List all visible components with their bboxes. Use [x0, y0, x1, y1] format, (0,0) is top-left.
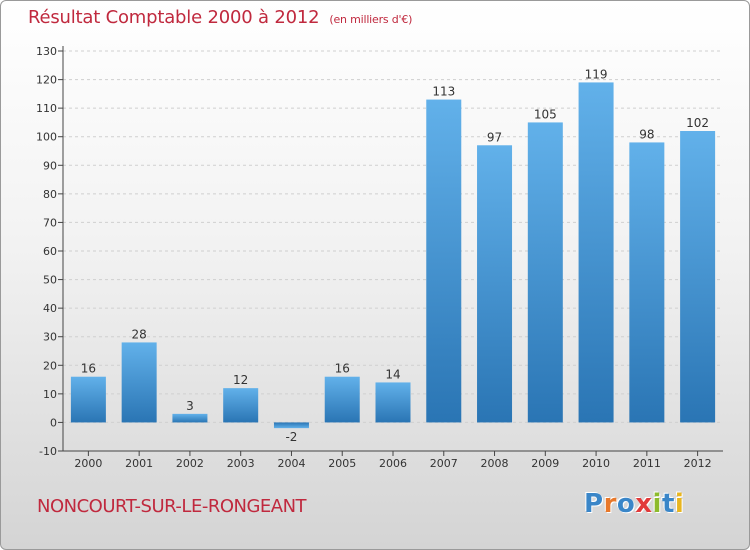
- data-label-2005: 16: [335, 362, 350, 376]
- x-tick-label: 2005: [328, 457, 356, 470]
- y-tick-label: 70: [43, 216, 57, 229]
- y-tick-label: 40: [43, 302, 57, 315]
- y-tick-label: -10: [39, 445, 57, 458]
- data-label-2008: 97: [487, 130, 502, 144]
- logo-letter: x: [635, 489, 653, 519]
- logo-letter: i: [674, 489, 685, 519]
- bar-2007: [426, 99, 462, 423]
- bar-2009: [527, 122, 563, 423]
- y-tick-label: 10: [43, 388, 57, 401]
- axes: -10 0 10 20 30 40 50 60 70 80 90 100 110 120 130 2000 20…: [36, 45, 723, 470]
- logo-letter: o: [616, 489, 636, 519]
- bar-2005: [324, 376, 360, 423]
- y-tick-label: 110: [36, 102, 57, 115]
- x-tick-label: 2009: [531, 457, 559, 470]
- data-label-2000: 16: [81, 362, 96, 376]
- x-tick-label: 2012: [684, 457, 712, 470]
- data-label-2011: 98: [639, 127, 654, 141]
- logo-letter: r: [603, 489, 617, 519]
- x-tick-label: 2000: [74, 457, 102, 470]
- x-tick-label: 2003: [227, 457, 255, 470]
- chart-subtitle: (en milliers d'€): [329, 13, 413, 26]
- data-label-2009: 105: [534, 107, 557, 121]
- bar-2000: [70, 376, 106, 423]
- data-label-2006: 14: [385, 367, 400, 381]
- bar-2001: [121, 342, 157, 423]
- y-tick-label: 60: [43, 245, 57, 258]
- y-tick-label: 30: [43, 331, 57, 344]
- x-tick-label: 2006: [379, 457, 407, 470]
- chart-title-text: Résultat Comptable 2000 à 2012: [28, 7, 320, 28]
- y-tick-label: 20: [43, 359, 57, 372]
- data-label-2012: 102: [686, 116, 709, 130]
- bar-2008: [477, 145, 513, 423]
- data-label-2007: 113: [432, 85, 455, 99]
- proxiti-logo: Proxiti: [584, 489, 684, 519]
- data-label-2003: 12: [233, 373, 248, 387]
- x-tick-label: 2011: [633, 457, 661, 470]
- x-tick-label: 2001: [125, 457, 153, 470]
- bar-2010: [578, 82, 614, 423]
- y-tick-label: 100: [36, 131, 57, 144]
- bar-2011: [629, 142, 665, 423]
- y-tick-label: 80: [43, 188, 57, 201]
- logo-letter: P: [584, 489, 604, 519]
- x-tick-label: 2007: [430, 457, 458, 470]
- y-tick-label: 0: [50, 416, 57, 429]
- bar-2002: [172, 413, 208, 423]
- data-label-2001: 28: [132, 327, 147, 341]
- y-tick-label: 50: [43, 274, 57, 287]
- logo-letter: t: [661, 489, 675, 519]
- data-label-2004: -2: [285, 430, 297, 444]
- data-label-2010: 119: [585, 67, 608, 81]
- chart-title: Résultat Comptable 2000 à 2012 (en millie…: [28, 7, 412, 28]
- bars: 16 28 3 12 -2 16 14 113 97 105 119 98 102: [70, 67, 716, 444]
- town-name: NONCOURT-SUR-LE-RONGEANT: [37, 496, 307, 517]
- x-tick-label: 2010: [582, 457, 610, 470]
- bar-2004: [273, 422, 309, 429]
- x-tick-label: 2002: [176, 457, 204, 470]
- bar-2003: [223, 388, 259, 423]
- logo-letter: i: [652, 489, 662, 519]
- y-tick-label: 120: [36, 74, 57, 87]
- data-label-2002: 3: [186, 399, 194, 413]
- x-tick-label: 2004: [277, 457, 305, 470]
- y-tick-label: 130: [36, 45, 57, 58]
- x-tick-label: 2008: [481, 457, 509, 470]
- y-tick-label: 90: [43, 159, 57, 172]
- bar-2012: [680, 131, 716, 423]
- bar-2006: [375, 382, 411, 423]
